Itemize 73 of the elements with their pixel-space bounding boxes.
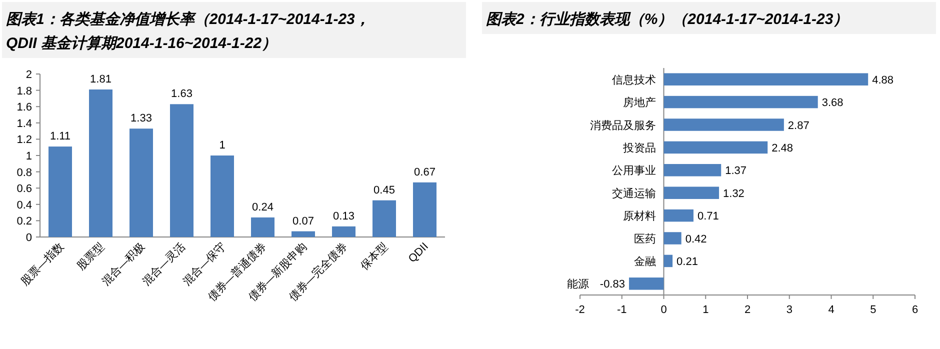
y-tick-label: 能源 xyxy=(566,278,589,291)
y-tick-label: 1 xyxy=(26,150,32,162)
y-tick-label: 0.4 xyxy=(16,199,32,212)
x-tick-label: 6 xyxy=(912,304,918,316)
x-tick-label: 5 xyxy=(870,304,876,316)
bar xyxy=(251,217,274,237)
bar xyxy=(332,226,356,237)
x-tick-label: 0 xyxy=(660,304,667,316)
bar xyxy=(664,96,818,108)
data-label: 0.71 xyxy=(697,210,719,223)
bar xyxy=(664,186,720,199)
y-tick-label: 1.8 xyxy=(16,85,32,98)
y-tick-label: 0.2 xyxy=(16,216,32,228)
data-label: 0.13 xyxy=(333,210,354,222)
chart-title: 图表2：行业指数表现（%）（2014-1-17~2014-1-23） xyxy=(486,11,848,28)
y-tick-label: 2 xyxy=(26,69,32,81)
y-tick-label: 公用事业 xyxy=(612,164,656,178)
bar xyxy=(413,182,436,237)
y-tick-label: 房地产 xyxy=(622,96,656,110)
bar xyxy=(48,146,72,237)
y-tick-label: 医药 xyxy=(634,232,656,246)
data-label: 1.11 xyxy=(50,130,71,143)
x-tick-label: 保本型 xyxy=(358,240,390,272)
bar xyxy=(372,200,396,237)
x-tick-label: 股票型 xyxy=(75,240,107,272)
data-label: -0.83 xyxy=(600,278,625,291)
x-tick-label: 3 xyxy=(786,304,792,316)
data-label: 0.21 xyxy=(676,256,698,268)
x-tick-label: 1 xyxy=(702,304,709,316)
y-tick-label: 消费品及服务 xyxy=(590,118,656,132)
bar xyxy=(664,118,784,131)
bar xyxy=(628,278,664,290)
y-tick-label: 0.8 xyxy=(16,166,32,179)
bar xyxy=(89,89,112,237)
x-tick-label: -2 xyxy=(575,304,585,316)
bar xyxy=(664,141,768,154)
data-label: 1.37 xyxy=(725,165,747,178)
bar xyxy=(664,232,682,244)
bar xyxy=(664,164,722,176)
chart-title: 图表1：各类基金净值增长率（2014-1-17~2014-1-23，QDII 基金计算期2014-1-16~2014-1-22） xyxy=(6,10,370,52)
bar xyxy=(664,254,673,268)
data-label: 1.63 xyxy=(171,88,192,100)
data-label: 1.81 xyxy=(90,73,112,86)
data-label: 2.87 xyxy=(788,120,810,132)
x-tick-label: 2 xyxy=(744,304,751,316)
bar xyxy=(664,209,694,222)
data-label: 2.48 xyxy=(772,142,794,154)
data-label: 0.42 xyxy=(685,233,707,246)
data-label: 1 xyxy=(219,140,226,152)
y-tick-label: 0.6 xyxy=(16,183,32,196)
bar xyxy=(292,231,315,237)
data-label: 3.68 xyxy=(822,97,844,110)
data-label: 0.07 xyxy=(292,215,314,228)
y-tick-label: 投资品 xyxy=(622,142,656,154)
x-tick-label: 4 xyxy=(828,304,834,316)
data-label: 0.45 xyxy=(374,184,395,196)
y-tick-label: 1.6 xyxy=(16,102,32,114)
bar xyxy=(170,104,194,237)
y-tick-label: 1.4 xyxy=(16,118,32,130)
data-label: 4.88 xyxy=(872,74,894,86)
data-label: 1.32 xyxy=(723,188,744,200)
data-label: 0.24 xyxy=(252,201,274,214)
y-tick-label: 1.2 xyxy=(16,134,32,146)
y-tick-label: 信息技术 xyxy=(612,73,656,86)
bar xyxy=(130,128,153,237)
data-label: 0.67 xyxy=(414,166,436,178)
bar xyxy=(210,156,234,237)
data-label: 1.33 xyxy=(130,112,152,125)
y-tick-label: 交通运输 xyxy=(612,186,656,200)
y-tick-label: 原材料 xyxy=(622,210,656,223)
bar xyxy=(664,73,868,86)
x-tick-label: -1 xyxy=(616,304,627,316)
y-tick-label: 金融 xyxy=(634,256,656,268)
